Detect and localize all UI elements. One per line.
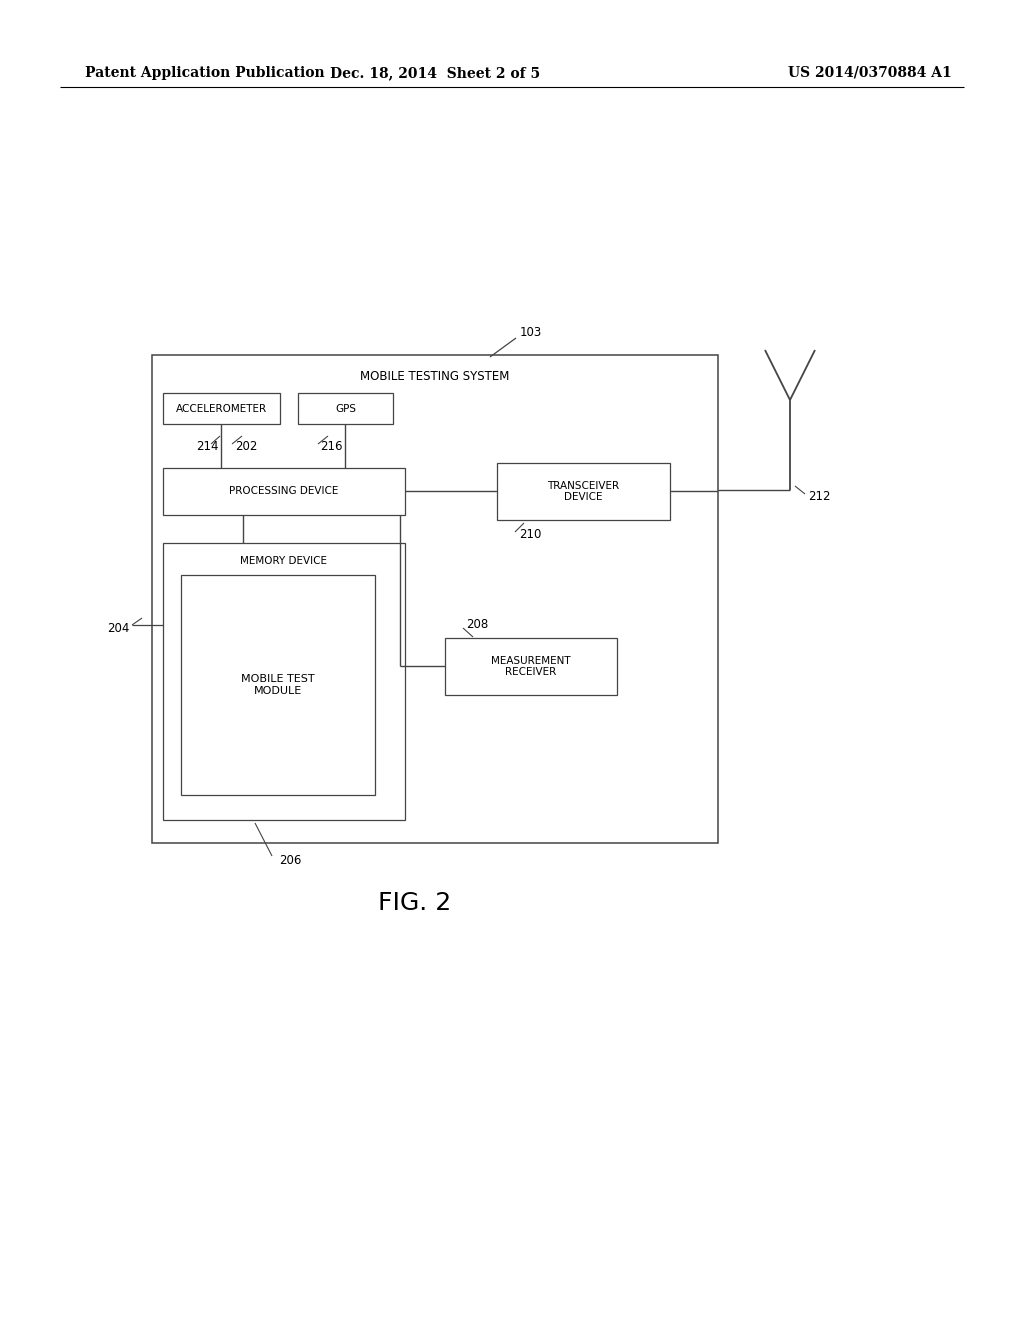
Text: Patent Application Publication: Patent Application Publication — [85, 66, 325, 81]
Text: 212: 212 — [808, 491, 830, 503]
Text: 208: 208 — [466, 619, 488, 631]
Bar — [181, 576, 375, 795]
Text: Dec. 18, 2014  Sheet 2 of 5: Dec. 18, 2014 Sheet 2 of 5 — [330, 66, 540, 81]
Text: MEMORY DEVICE: MEMORY DEVICE — [241, 556, 328, 566]
Text: PROCESSING DEVICE: PROCESSING DEVICE — [229, 487, 339, 496]
Bar — [298, 393, 393, 424]
Text: 202: 202 — [234, 441, 257, 454]
Bar — [163, 469, 406, 515]
Text: GPS: GPS — [335, 404, 356, 413]
Bar — [445, 638, 617, 696]
Text: MOBILE TEST
MODULE: MOBILE TEST MODULE — [242, 675, 314, 696]
Text: MEASUREMENT
RECEIVER: MEASUREMENT RECEIVER — [492, 656, 570, 677]
Text: ACCELEROMETER: ACCELEROMETER — [176, 404, 267, 413]
Bar — [152, 355, 718, 843]
Bar — [163, 543, 406, 820]
Text: FIG. 2: FIG. 2 — [379, 891, 452, 915]
Bar — [497, 463, 670, 520]
Text: 214: 214 — [196, 441, 218, 454]
Text: 103: 103 — [520, 326, 543, 339]
Text: TRANSCEIVER
DEVICE: TRANSCEIVER DEVICE — [548, 480, 620, 503]
Text: 216: 216 — [319, 441, 342, 454]
Text: 210: 210 — [519, 528, 542, 540]
Text: MOBILE TESTING SYSTEM: MOBILE TESTING SYSTEM — [360, 370, 510, 383]
Text: 206: 206 — [279, 854, 301, 866]
Text: 204: 204 — [108, 622, 130, 635]
Text: US 2014/0370884 A1: US 2014/0370884 A1 — [788, 66, 952, 81]
Bar — [163, 393, 280, 424]
